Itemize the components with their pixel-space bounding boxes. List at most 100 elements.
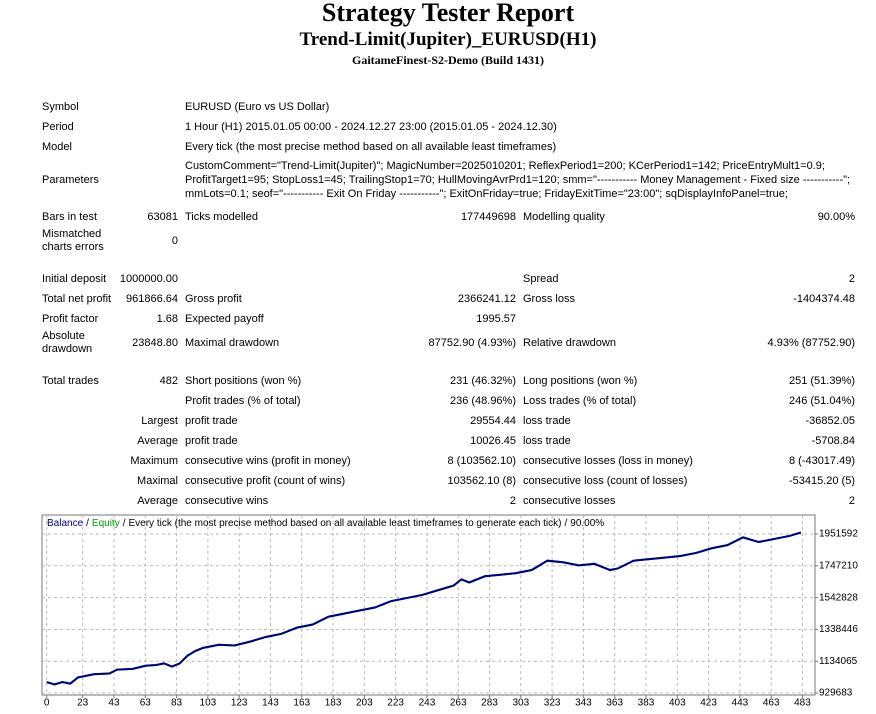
stat-value: 236 (48.96%): [449, 395, 516, 407]
x-tick-label: 463: [763, 698, 780, 709]
stat-label: Profit trades (% of total): [185, 395, 301, 407]
x-tick-label: 143: [262, 698, 279, 709]
x-tick-label: 223: [387, 698, 404, 709]
stat-label: Maximal drawdown: [185, 336, 280, 349]
stat-label: Bars in test: [42, 210, 98, 223]
stat-label: Expected payoff: [185, 313, 264, 325]
x-tick-label: 383: [638, 698, 655, 709]
stat-label: consecutive profit (count of wins): [185, 475, 346, 487]
stat-row: Total trades 482 Short positions (won %) 23…: [0, 371, 876, 391]
legend-separator: /: [123, 518, 126, 529]
legend-equity: Equity: [92, 518, 120, 529]
stat-value: 177449698: [460, 211, 516, 223]
stat-row: Initial deposit 1000000.00 Spread 2: [0, 269, 876, 289]
stat-value: -1404374.48: [793, 293, 855, 305]
info-value: mmLots=0.1; seof="----------- Exit On Fr…: [185, 188, 788, 200]
stat-label: Absolute drawdown: [42, 329, 93, 355]
x-tick-label: 323: [544, 698, 561, 709]
stat-value: 251 (51.39%): [788, 375, 855, 387]
info-label: Period: [42, 120, 74, 133]
stat-label: profit trade: [185, 415, 238, 427]
info-value: 1 Hour (H1) 2015.01.05 00:00 - 2024.12.2…: [185, 121, 557, 133]
stat-label: consecutive wins (profit in money): [185, 455, 351, 467]
stat-value: 2366241.12: [457, 293, 516, 305]
legend-quality: 90.00%: [570, 518, 604, 529]
stat-row: Total net profit 961866.64 Gross profit 236…: [0, 289, 876, 309]
stat-value: -53415.20 (5): [788, 475, 855, 487]
stat-value: 1.68: [156, 313, 178, 325]
stat-label: Gross loss: [523, 293, 575, 305]
stat-row: Average profit trade 10026.45 loss trade -57…: [0, 431, 876, 451]
stat-value: 2: [848, 495, 855, 507]
stat-label: Total trades: [42, 374, 99, 387]
stat-value: 246 (51.04%): [788, 395, 855, 407]
stat-value: 8 (-43017.49): [788, 455, 855, 467]
info-value: CustomComment="Trend-Limit(Jupiter)"; Ma…: [185, 160, 825, 172]
stat-label: Spread: [523, 273, 559, 285]
stat-value: 1000000.00: [119, 273, 178, 285]
stat-value: 231 (46.32%): [449, 375, 516, 387]
y-tick-label: 1542828: [819, 592, 858, 603]
x-tick-label: 183: [325, 698, 342, 709]
stat-value: 10026.45: [470, 435, 516, 447]
info-label: Parameters: [42, 173, 99, 186]
info-row: Symbol EURUSD (Euro vs US Dollar): [0, 97, 876, 117]
stat-value: Average: [137, 495, 178, 507]
stat-value: Largest: [141, 415, 178, 427]
stat-value: -5708.84: [811, 435, 855, 447]
report-server: GaitameFinest-S2-Demo (Build 1431): [352, 53, 544, 67]
stat-label: Profit factor: [42, 312, 99, 325]
stat-row: Mismatched charts errors 0: [0, 227, 876, 254]
stat-value: 29554.44: [470, 415, 516, 427]
stat-row: Profit trades (% of total) 236 (48.96%) Lo…: [0, 391, 876, 411]
stat-row: Bars in test 63081 Ticks modelled 177449698…: [0, 207, 876, 227]
stat-row: Profit factor 1.68 Expected payoff 1995.57: [0, 309, 876, 329]
info-label: Symbol: [42, 100, 79, 113]
x-tick-label: 303: [512, 698, 529, 709]
stat-label: Ticks modelled: [185, 211, 258, 223]
x-tick-label: 443: [732, 698, 749, 709]
info-row: Model Every tick (the most precise method…: [0, 137, 876, 157]
stat-label: consecutive wins: [185, 495, 269, 507]
stat-value: 23848.80: [132, 336, 178, 349]
stat-value: 103562.10 (8): [447, 475, 517, 487]
stat-label: consecutive losses (loss in money): [523, 455, 693, 467]
y-tick-label: 1951592: [819, 529, 858, 540]
x-tick-label: 63: [140, 698, 152, 709]
x-tick-label: 243: [419, 698, 436, 709]
stat-value: 87752.90 (4.93%): [428, 336, 516, 349]
stat-value: 0: [171, 234, 178, 247]
x-tick-label: 403: [669, 698, 686, 709]
stat-row: Average consecutive wins 2 consecutive loss…: [0, 491, 876, 511]
stat-label: loss trade: [523, 435, 571, 447]
stat-value: Maximal: [137, 475, 178, 487]
info-row: Parameters CustomComment="Trend-Limit(Jup…: [0, 156, 876, 204]
x-tick-label: 163: [293, 698, 310, 709]
stat-value: 90.00%: [817, 211, 855, 223]
stat-value: Average: [137, 435, 178, 447]
stat-label: Mismatched charts errors: [42, 227, 104, 253]
stat-label: Long positions (won %): [523, 375, 638, 387]
stat-label: Short positions (won %): [185, 375, 302, 387]
legend: Balance / Equity / Every tick (the most prec…: [47, 518, 604, 529]
x-tick-label: 263: [450, 698, 467, 709]
legend-separator: /: [564, 518, 567, 529]
info-value: Every tick (the most precise method base…: [185, 141, 557, 153]
info-row: Period 1 Hour (H1) 2015.01.05 00:00 - 202…: [0, 117, 876, 137]
stat-row: Maximal consecutive profit (count of wins…: [0, 471, 876, 491]
stat-value: -36852.05: [805, 415, 855, 427]
stat-value: Maximum: [130, 455, 178, 467]
stat-label: loss trade: [523, 415, 571, 427]
stat-label: consecutive loss (count of losses): [523, 475, 688, 487]
series-line: [46, 531, 802, 686]
stat-label: Loss trades (% of total): [523, 395, 637, 407]
x-tick-label: 83: [171, 698, 183, 709]
stat-value: 4.93% (87752.90): [767, 336, 855, 349]
plot-area: [41, 514, 816, 696]
stat-label: profit trade: [185, 435, 238, 447]
x-tick-label: 123: [231, 698, 248, 709]
stat-row: Largest profit trade 29554.44 loss trade -36…: [0, 411, 876, 431]
stat-label: Total net profit: [42, 292, 112, 305]
report-subtitle: Trend-Limit(Jupiter)_EURUSD(H1): [299, 29, 597, 50]
